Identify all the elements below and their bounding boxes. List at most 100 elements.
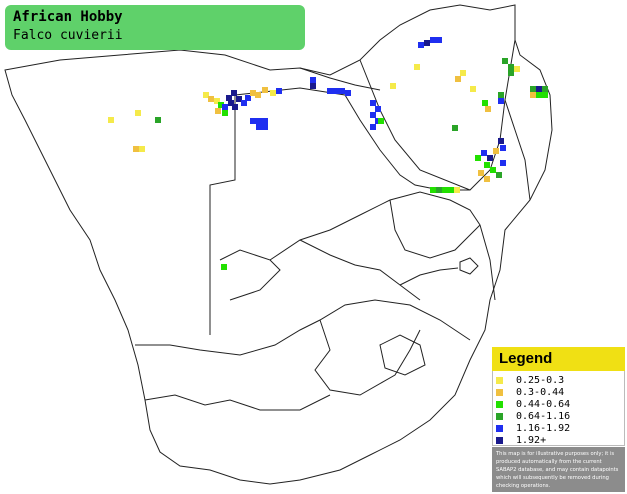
occurrence-cell: [414, 64, 420, 70]
legend-label: 0.44-0.64: [516, 399, 571, 410]
occurrence-cell: [498, 92, 504, 98]
occurrence-cell: [502, 58, 508, 64]
legend-item: 0.25-0.3: [496, 374, 621, 387]
legend-disclaimer: This map is for illustrative purposes on…: [492, 447, 625, 492]
mozambique-coast-border: [504, 99, 531, 201]
occurrence-cell: [484, 176, 490, 182]
occurrence-cell: [345, 90, 351, 96]
occurrence-cell: [262, 118, 268, 124]
occurrence-cell: [214, 98, 220, 104]
occurrence-cell: [203, 92, 209, 98]
occurrence-cell: [498, 98, 504, 104]
occurrence-cell: [475, 155, 481, 161]
occurrence-cell: [226, 95, 232, 101]
occurrence-cell: [390, 83, 396, 89]
occurrence-cell: [375, 106, 381, 112]
occurrence-cell: [448, 187, 454, 193]
occurrence-cell: [250, 118, 256, 124]
sa-province-d: [389, 199, 481, 259]
occurrence-cell: [245, 95, 251, 101]
species-scientific-name: Falco cuvierii: [13, 28, 123, 43]
occurrence-cell: [478, 170, 484, 176]
occurrence-cell: [222, 104, 228, 110]
occurrence-cell: [481, 150, 487, 156]
occurrence-cells: [108, 37, 548, 270]
legend-label: 1.92+: [516, 435, 547, 446]
sa-northern-border: [219, 191, 496, 301]
occurrence-cell: [218, 102, 224, 108]
occurrence-cell: [436, 187, 442, 193]
occurrence-cell: [493, 148, 499, 154]
occurrence-cell: [424, 40, 430, 46]
occurrence-cell: [241, 100, 247, 106]
occurrence-cell: [339, 88, 345, 94]
zambia-border: [299, 67, 381, 91]
occurrence-cell: [430, 187, 436, 193]
legend-header: Legend: [492, 347, 625, 371]
lesotho: [379, 334, 426, 376]
title-box: African Hobby Falco cuvierii: [5, 5, 305, 50]
occurrence-cell: [490, 167, 496, 173]
occurrence-cell: [452, 125, 458, 131]
legend-label: 1.16-1.92: [516, 423, 571, 434]
occurrence-cell: [155, 117, 161, 123]
occurrence-cell: [536, 92, 542, 98]
occurrence-cell: [370, 100, 376, 106]
legend-swatch: [496, 401, 503, 408]
occurrence-cell: [231, 90, 237, 96]
sa-province-a: [135, 299, 471, 356]
occurrence-cell: [256, 124, 262, 130]
legend-item: 1.92+: [496, 434, 621, 447]
legend-item: 0.64-1.16: [496, 410, 621, 423]
occurrence-cell: [485, 106, 491, 112]
occurrence-cell: [135, 110, 141, 116]
occurrence-cell: [262, 124, 268, 130]
legend-item: 0.44-0.64: [496, 398, 621, 411]
occurrence-cell: [498, 138, 504, 144]
occurrence-cell: [255, 92, 261, 98]
occurrence-cell: [370, 124, 376, 130]
occurrence-cell: [460, 70, 466, 76]
legend-label: 0.25-0.3: [516, 375, 565, 386]
occurrence-cell: [139, 146, 145, 152]
occurrence-cell: [108, 117, 114, 123]
occurrence-cell: [310, 77, 316, 83]
occurrence-cell: [232, 104, 238, 110]
occurrence-cell: [276, 88, 282, 94]
sa-province-c: [299, 239, 421, 301]
legend-panel: Legend 0.25-0.3 0.3-0.44 0.44-0.64 0.64-…: [492, 347, 625, 492]
occurrence-cell: [500, 145, 506, 151]
occurrence-cell: [484, 162, 490, 168]
occurrence-cell: [208, 96, 214, 102]
occurrence-cell: [508, 64, 514, 70]
occurrence-cell: [236, 96, 242, 102]
legend-swatch: [496, 389, 503, 396]
occurrence-cell: [221, 264, 227, 270]
legend-swatch: [496, 413, 503, 420]
occurrence-cell: [536, 86, 542, 92]
occurrence-cell: [500, 160, 506, 166]
legend-label: 0.3-0.44: [516, 387, 565, 398]
occurrence-cell: [262, 87, 268, 93]
occurrence-cell: [436, 37, 442, 43]
occurrence-cell: [228, 100, 234, 106]
occurrence-cell: [514, 66, 520, 72]
legend-label: 0.64-1.16: [516, 411, 571, 422]
sa-province-f: [144, 394, 331, 411]
occurrence-cell: [482, 100, 488, 106]
legend-item: 1.16-1.92: [496, 422, 621, 435]
country-borders: [4, 4, 553, 485]
coastline: [4, 4, 553, 485]
legend-swatch: [496, 437, 503, 444]
occurrence-cell: [370, 112, 376, 118]
occurrence-cell: [430, 37, 436, 43]
occurrence-cell: [250, 90, 256, 96]
legend-swatch: [496, 425, 503, 432]
occurrence-cell: [530, 92, 536, 98]
occurrence-cell: [327, 88, 333, 94]
sa-province-g: [399, 267, 459, 286]
occurrence-cell: [542, 86, 548, 92]
occurrence-cell: [442, 187, 448, 193]
swaziland: [459, 257, 479, 275]
